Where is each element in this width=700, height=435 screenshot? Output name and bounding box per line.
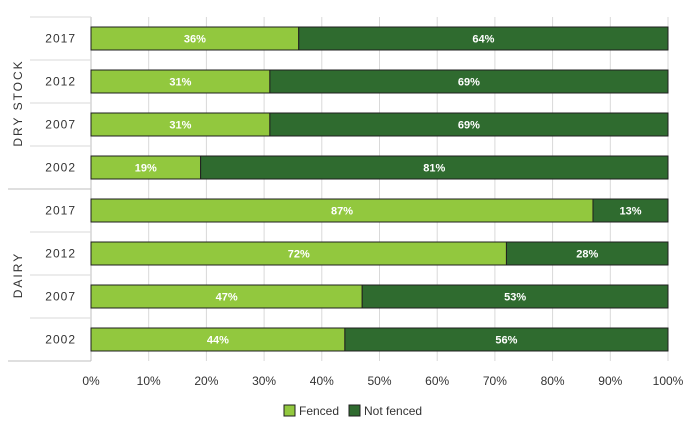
legend-label-not-fenced: Not fenced [364, 404, 422, 418]
x-tick-label: 20% [194, 374, 218, 388]
x-tick-label: 70% [483, 374, 507, 388]
data-label: 53% [504, 292, 526, 304]
data-label: 64% [472, 34, 494, 46]
legend-label-fenced: Fenced [299, 404, 339, 418]
x-tick-label: 90% [598, 374, 622, 388]
x-tick-label: 60% [425, 374, 449, 388]
bar-not-fenced [361, 284, 669, 309]
data-label: 19% [135, 163, 157, 175]
bar-not-fenced [269, 112, 669, 137]
group-labels: DRY STOCK DAIRY [11, 59, 25, 298]
row-separators [8, 16, 91, 362]
group-label: DRY STOCK [11, 59, 25, 146]
data-label: 36% [184, 34, 206, 46]
x-tick-label: 80% [541, 374, 565, 388]
data-label: 69% [458, 77, 480, 89]
data-label: 28% [576, 249, 598, 261]
gridlines [90, 17, 669, 361]
data-label: 72% [288, 249, 310, 261]
group-label: DAIRY [11, 252, 25, 298]
data-label: 81% [423, 163, 445, 175]
category-label: 2012 [45, 75, 76, 89]
data-label: 56% [495, 335, 517, 347]
x-tick-label: 10% [137, 374, 161, 388]
legend-swatch-not-fenced [348, 404, 361, 417]
bar-not-fenced [505, 241, 669, 266]
category-label: 2017 [45, 32, 76, 46]
x-tick-label: 40% [310, 374, 334, 388]
category-label: 2002 [45, 333, 76, 347]
data-label: 69% [458, 120, 480, 132]
bar-not-fenced [344, 327, 669, 352]
category-label: 2012 [45, 247, 76, 261]
x-tick-label: 0% [82, 374, 100, 388]
x-tick-label: 100% [653, 374, 684, 388]
data-label: 87% [331, 206, 353, 218]
category-label: 2007 [45, 290, 76, 304]
bars: 36% 64% 31% 69% 31% 69% 19% 81% 87% 13% 72% 28% 47% 5… [90, 26, 669, 352]
category-label: 2017 [45, 204, 76, 218]
x-tick-label: 30% [252, 374, 276, 388]
data-label: 47% [216, 292, 238, 304]
bar-not-fenced [269, 69, 669, 94]
bar-not-fenced [298, 26, 669, 51]
legend: Fenced Not fenced [283, 404, 422, 418]
category-labels: 2017 2012 2007 2002 2017 2012 2007 2002 [45, 32, 76, 347]
legend-swatch-fenced [283, 404, 296, 417]
data-label: 31% [169, 120, 191, 132]
data-label: 44% [207, 335, 229, 347]
category-label: 2002 [45, 161, 76, 175]
data-label: 31% [169, 77, 191, 89]
bar-not-fenced [200, 155, 669, 180]
bar-not-fenced [592, 198, 669, 223]
x-tick-label: 50% [367, 374, 391, 388]
data-label: 13% [619, 206, 641, 218]
x-axis-tick-labels: 0% 10% 20% 30% 40% 50% 60% 70% 80% 90% 100% [82, 374, 683, 388]
category-label: 2007 [45, 118, 76, 132]
